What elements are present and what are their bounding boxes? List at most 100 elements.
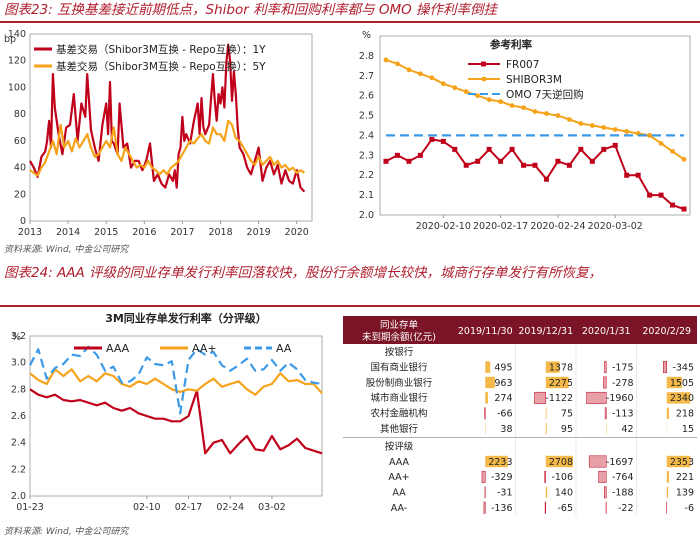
y-tick-label: 80 [14, 109, 26, 120]
series-line-aa [29, 345, 323, 415]
shibor3m-marker [406, 67, 412, 73]
x-tick-label: 2015 [94, 227, 118, 238]
fr007-marker [624, 172, 630, 178]
cell-value: -1697 [606, 457, 634, 468]
x-tick-label: 2018 [208, 227, 232, 238]
row-label: AA- [391, 503, 407, 514]
cell-value: 221 [676, 472, 694, 483]
fr007-marker [601, 146, 607, 152]
cell-value: -22 [618, 503, 634, 514]
figure24-source: 资料来源: Wind, 中金公司研究 [4, 527, 129, 537]
y-tick-label: 2.5 [359, 111, 374, 122]
cell-bar-negative [604, 361, 607, 374]
cell-bar-positive [485, 455, 508, 468]
cell-value: -175 [612, 362, 634, 373]
cell-value: 15 [682, 424, 694, 435]
cell-bar-negative [544, 470, 547, 483]
cell-value: -188 [612, 488, 634, 499]
y-tick-label: 2.1 [359, 190, 374, 201]
cell-bar-positive [545, 423, 547, 435]
x-tick-label: 2020-02-24 [530, 221, 585, 232]
cell-value: -345 [672, 362, 694, 373]
y-tick-label: 40 [14, 163, 26, 174]
y-tick-label: 60 [14, 136, 26, 147]
legend-label: 基差交易（Shibor3M互换 - Repo互换）：1Y [56, 43, 266, 56]
cell-value: 963 [494, 378, 512, 389]
fr007-marker [383, 158, 389, 164]
y-axis-unit: % [362, 30, 371, 41]
fr007-marker [635, 172, 641, 178]
cell-value: 95 [561, 424, 573, 435]
cell-bar-positive [545, 455, 573, 468]
cell-value: 2233 [488, 457, 512, 468]
y-tick-label: 2.0 [359, 210, 374, 221]
cell-bar-positive [666, 392, 691, 404]
ncd-rates-svg: 3M同业存单发行利率（分评级）% 2.0 2.2 2.4 2.6 2.8 3.0 3.2 01-… [11, 311, 323, 513]
table-header-label: 未到期余额(亿元) [362, 331, 436, 343]
chart-title: 3M同业存单发行利率（分评级） [105, 311, 267, 325]
cell-value: 274 [494, 393, 512, 404]
shibor3m-marker [647, 133, 653, 138]
fr007-marker [429, 136, 435, 142]
ncd-rates-chart: 3M同业存单发行利率（分评级）% 2.0 2.2 2.4 2.6 2.8 3.0 3.2 01-… [0, 310, 340, 522]
shibor3m-marker [521, 105, 526, 110]
cell-value: -31 [497, 488, 513, 499]
cell-bar-negative [604, 486, 607, 499]
cell-value: 38 [500, 424, 512, 435]
y-tick-label: 2.6 [359, 91, 374, 102]
legend-label: SHIBOR3M [506, 74, 562, 86]
cell-value: -1960 [606, 393, 634, 404]
x-tick-label: 02-10 [133, 502, 161, 513]
shibor3m-marker [463, 89, 469, 95]
y-tick-label: 2.7 [359, 71, 374, 82]
row-label: 其他银行 [380, 423, 419, 435]
cell-value: 218 [676, 409, 694, 420]
shibor3m-marker [498, 99, 504, 105]
legend-label: AA [276, 342, 292, 355]
x-tick-label: 2020-02-17 [473, 221, 528, 232]
y-tick-label: 2.8 [11, 384, 26, 395]
figure24-title: 图表24: AAA 评级的同业存单发行利率回落较快，股份行余额增长较快，城商行存… [4, 265, 696, 282]
table-header-label: 同业存单 [380, 319, 419, 331]
fr007-marker [543, 176, 549, 182]
shibor3m-marker [589, 123, 595, 128]
fr007-marker [406, 158, 412, 164]
shibor3m-marker [395, 61, 400, 67]
legend-label: OMO 7天逆回购 [506, 88, 584, 101]
plot-frame [29, 335, 323, 497]
cell-value: 495 [494, 362, 512, 373]
shibor3m-marker [578, 121, 584, 126]
legend-label: AAA [106, 342, 130, 355]
cell-bar-positive [485, 376, 495, 389]
cell-value: 2340 [670, 393, 694, 404]
legend-label: 基差交易（Shibor3M互换 - Repo互换）：5Y [56, 60, 266, 73]
x-tick-label: 2014 [56, 227, 80, 238]
row-label: 股份制商业银行 [366, 377, 433, 389]
figure24-title-text: 图表24: AAA 评级的同业存单发行利率回落较快，股份行余额增长较快，城商行存… [4, 265, 603, 281]
y-tick-label: 100 [8, 82, 26, 93]
table-column-header: 2019/12/31 [518, 326, 573, 337]
group-label: 按评级 [385, 440, 414, 452]
shibor3m-marker [532, 109, 538, 114]
fr007-marker [486, 146, 492, 152]
table-column-header: 2020/1/31 [582, 326, 631, 337]
fr007-marker [521, 162, 527, 168]
legend-title: 参考利率 [490, 38, 532, 51]
fr007-marker [509, 146, 515, 152]
shibor3m-marker [566, 117, 572, 122]
fr007-marker [417, 152, 423, 158]
row-label: 城市商业银行 [370, 392, 428, 404]
shibor3m-marker [555, 113, 561, 118]
cell-bar-positive [485, 392, 489, 404]
x-tick-label: 02-17 [175, 502, 203, 513]
cell-value: 75 [561, 409, 573, 420]
fr007-marker [681, 206, 687, 212]
y-tick-label: 2.4 [11, 438, 26, 449]
cell-value: -66 [497, 409, 513, 420]
y-tick-label: 0 [20, 216, 26, 227]
fr007-marker [498, 158, 504, 164]
shibor3m-marker [544, 111, 549, 116]
figure23-rule [0, 21, 700, 23]
